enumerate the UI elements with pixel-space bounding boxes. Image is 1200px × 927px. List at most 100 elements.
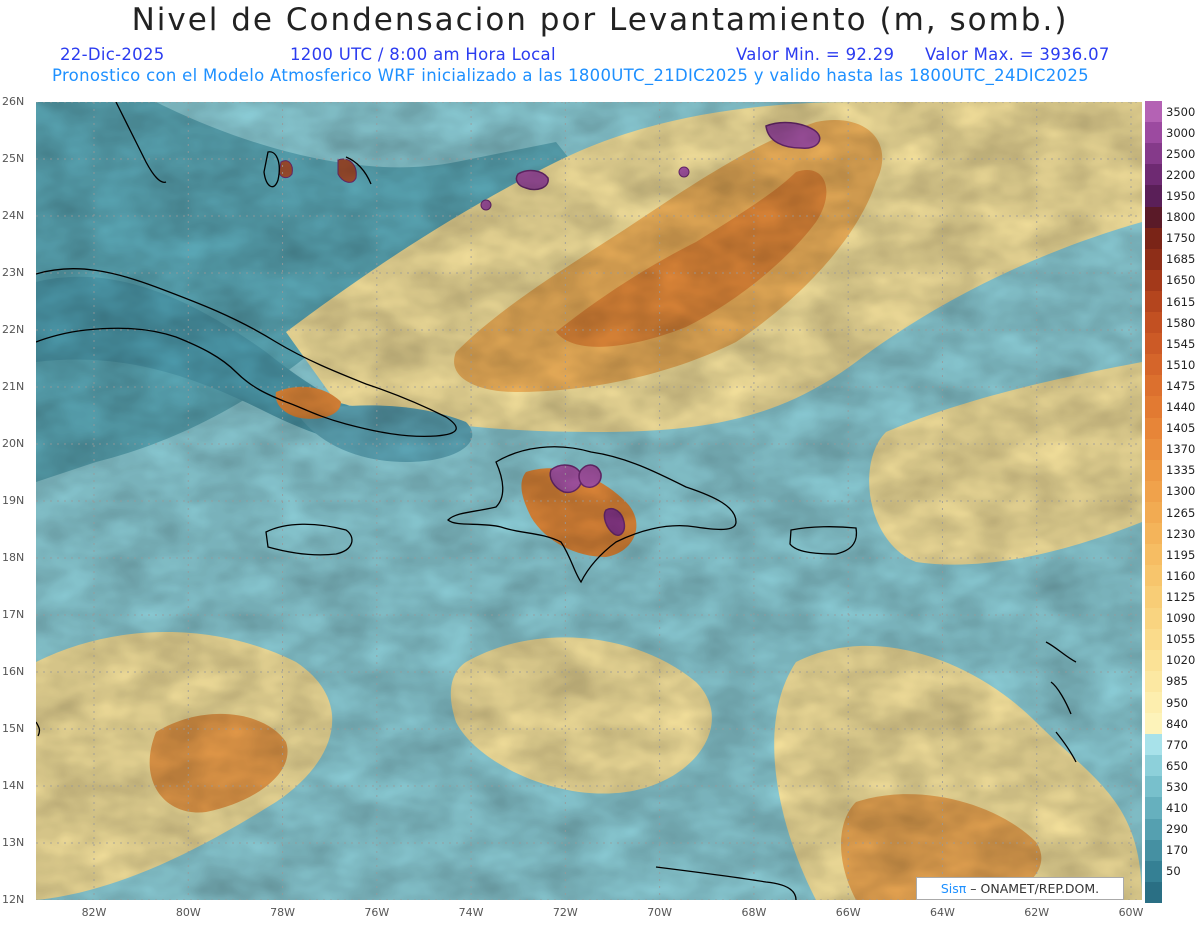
lon-label: 74W xyxy=(458,906,484,919)
credit-sis: Sisπ xyxy=(940,881,967,896)
legend-label: 1020 xyxy=(1166,653,1196,668)
lon-label: 68W xyxy=(741,906,767,919)
legend-swatch xyxy=(1145,586,1162,608)
coast-hispaniola xyxy=(447,446,737,584)
legend-swatch xyxy=(1145,101,1162,123)
lat-label: 26N xyxy=(2,95,25,108)
legend-swatch xyxy=(1145,459,1162,482)
coast-puerto-rico xyxy=(789,526,858,555)
lat-label: 17N xyxy=(2,608,25,621)
lon-label: 82W xyxy=(81,906,107,919)
legend-label: 985 xyxy=(1166,674,1188,689)
lat-label: 23N xyxy=(2,266,25,279)
legend-swatch xyxy=(1145,312,1162,334)
forecast-description: Pronostico con el Modelo Atmosferico WRF… xyxy=(52,66,1089,85)
legend-swatch xyxy=(1145,523,1162,545)
lat-label: 24N xyxy=(2,209,25,222)
legend-label: 1160 xyxy=(1166,568,1196,583)
legend-swatch xyxy=(1145,417,1162,440)
legend-label: 1055 xyxy=(1166,632,1196,647)
legend-label: 1300 xyxy=(1166,484,1196,499)
coast-yucatan xyxy=(36,721,41,737)
coast-jamaica xyxy=(265,523,353,556)
coast-lesser-antilles xyxy=(1045,641,1077,763)
lat-label: 19N xyxy=(2,494,25,507)
legend-label: 840 xyxy=(1166,716,1188,731)
legend-swatch xyxy=(1145,670,1162,693)
legend-label: 1195 xyxy=(1166,547,1196,562)
coast-cuba xyxy=(36,268,457,438)
legend-label: 1580 xyxy=(1166,315,1196,330)
legend-swatch xyxy=(1145,185,1162,207)
grid-lines xyxy=(36,102,1142,900)
credit-box: Sisπ – ONAMET/REP.DOM. xyxy=(916,877,1124,900)
lat-label: 18N xyxy=(2,551,25,564)
legend-swatch xyxy=(1145,713,1162,735)
lon-label: 80W xyxy=(175,906,201,919)
legend-swatch xyxy=(1145,396,1162,419)
legend-swatch xyxy=(1145,164,1162,186)
legend-label: 2500 xyxy=(1166,146,1196,161)
lat-label: 15N xyxy=(2,722,25,735)
legend-label: 950 xyxy=(1166,695,1188,710)
forecast-date: 22-Dic-2025 xyxy=(60,45,165,64)
legend-swatch xyxy=(1145,122,1162,144)
legend-swatch xyxy=(1145,649,1162,672)
legend-label: 1405 xyxy=(1166,421,1196,436)
value-min: Valor Min. = 92.29 xyxy=(736,45,895,64)
lon-label: 66W xyxy=(835,906,861,919)
map-title: Nivel de Condensacion por Levantamiento … xyxy=(131,2,1069,38)
map-canvas[interactable] xyxy=(36,102,1142,900)
legend-swatch xyxy=(1145,480,1162,503)
lat-label: 25N xyxy=(2,152,25,165)
legend-label: 1750 xyxy=(1166,231,1196,246)
legend-swatch xyxy=(1145,502,1162,524)
legend-swatch xyxy=(1145,438,1162,461)
legend-label: 1230 xyxy=(1166,526,1196,541)
lat-label: 16N xyxy=(2,665,25,678)
legend-swatch xyxy=(1145,628,1162,651)
legend-label: 1335 xyxy=(1166,463,1196,478)
lat-label: 21N xyxy=(2,380,25,393)
legend-swatch xyxy=(1145,333,1162,355)
coast-venezuela xyxy=(655,866,797,900)
color-legend xyxy=(1145,101,1162,904)
legend-swatch xyxy=(1145,248,1162,271)
lat-label: 20N xyxy=(2,437,25,450)
legend-label: 1650 xyxy=(1166,273,1196,288)
lat-label: 13N xyxy=(2,836,25,849)
legend-label: 3000 xyxy=(1166,125,1196,140)
legend-label: 170 xyxy=(1166,843,1188,858)
legend-label: 290 xyxy=(1166,822,1188,837)
lon-label: 60W xyxy=(1118,906,1144,919)
legend-label: 770 xyxy=(1166,737,1188,752)
coast-florida xyxy=(115,102,167,183)
legend-label: 1800 xyxy=(1166,210,1196,225)
legend-label: 3500 xyxy=(1166,104,1196,119)
legend-label: 530 xyxy=(1166,779,1188,794)
legend-label: 1370 xyxy=(1166,442,1196,457)
lon-label: 70W xyxy=(647,906,673,919)
legend-label: 1090 xyxy=(1166,611,1196,626)
legend-label: 410 xyxy=(1166,801,1188,816)
legend-label: 1950 xyxy=(1166,188,1196,203)
legend-swatch xyxy=(1145,839,1162,862)
legend-label: 1475 xyxy=(1166,378,1196,393)
legend-swatch xyxy=(1145,375,1162,397)
legend-swatch xyxy=(1145,881,1162,904)
legend-label: 1265 xyxy=(1166,505,1196,520)
legend-swatch xyxy=(1145,755,1162,777)
lon-label: 78W xyxy=(270,906,295,919)
legend-label: 2200 xyxy=(1166,167,1196,182)
coast-bahamas-andros xyxy=(263,151,280,188)
legend-label: 1440 xyxy=(1166,400,1196,415)
legend-label: 1615 xyxy=(1166,294,1196,309)
legend-swatch xyxy=(1145,354,1162,376)
legend-swatch xyxy=(1145,269,1162,292)
legend-label: 1125 xyxy=(1166,589,1196,604)
legend-swatch xyxy=(1145,227,1162,250)
lat-label: 14N xyxy=(2,779,25,792)
legend-swatch xyxy=(1145,565,1162,587)
credit-org: – ONAMET/REP.DOM. xyxy=(970,881,1100,896)
legend-swatch xyxy=(1145,544,1162,566)
